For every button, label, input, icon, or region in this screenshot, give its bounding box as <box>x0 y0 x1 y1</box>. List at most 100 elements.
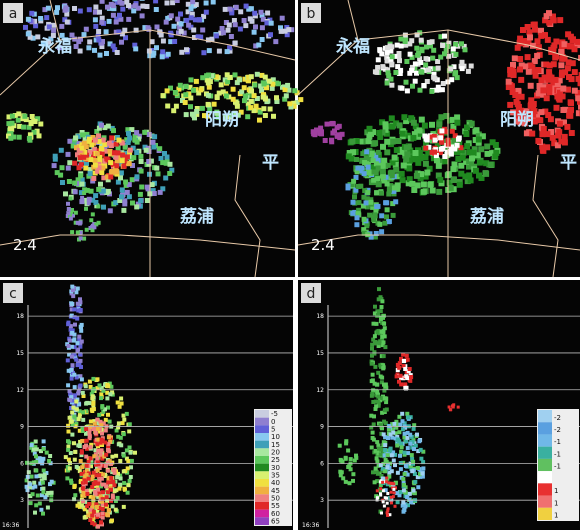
radar-echo <box>414 46 419 51</box>
radar-echo <box>41 490 45 494</box>
radar-echo <box>106 124 111 129</box>
radar-echo <box>51 28 56 33</box>
radar-echo <box>101 483 105 487</box>
radar-echo <box>33 511 37 515</box>
legend-swatch <box>255 487 269 495</box>
radar-echo <box>371 373 375 377</box>
radar-echo <box>394 147 400 153</box>
radar-echo <box>29 11 34 16</box>
radar-echo <box>231 87 236 92</box>
radar-echo <box>63 191 68 196</box>
radar-echo <box>575 39 580 45</box>
radar-echo <box>408 52 413 57</box>
radar-echo <box>233 22 238 27</box>
radar-echo <box>189 15 194 20</box>
place-name: 阳朔 <box>205 109 239 130</box>
radar-echo <box>448 185 454 191</box>
radar-echo <box>488 162 494 168</box>
radar-echo <box>179 29 184 34</box>
radar-echo <box>105 383 109 387</box>
radar-echo <box>550 135 556 141</box>
radar-echo <box>415 182 421 188</box>
radar-echo <box>66 448 70 452</box>
radar-echo <box>221 30 226 35</box>
radar-echo <box>76 230 80 234</box>
radar-echo <box>151 140 156 145</box>
radar-echo <box>351 472 355 476</box>
radar-echo <box>80 132 85 137</box>
radar-echo <box>528 83 534 89</box>
radar-echo <box>469 64 474 69</box>
radar-echo <box>42 447 46 451</box>
radar-echo <box>383 326 387 330</box>
radar-echo <box>44 15 49 20</box>
radar-echo <box>130 177 135 182</box>
radar-echo <box>280 16 285 21</box>
radar-echo <box>90 409 94 413</box>
radar-echo <box>83 516 87 520</box>
radar-echo <box>365 190 370 195</box>
radar-echo <box>53 157 58 162</box>
radar-echo <box>169 13 174 18</box>
legend-label: 1 <box>554 487 558 495</box>
radar-echo <box>78 9 83 14</box>
radar-echo <box>376 57 381 62</box>
radar-echo <box>378 48 383 53</box>
radar-echo <box>379 316 383 320</box>
radar-echo <box>421 189 427 195</box>
radar-echo <box>367 126 373 132</box>
radar-echo <box>460 155 466 161</box>
radar-echo <box>559 72 565 78</box>
radar-echo <box>200 28 205 33</box>
radar-echo <box>32 448 36 452</box>
radar-echo <box>92 147 97 152</box>
radar-echo <box>403 432 407 436</box>
radar-echo <box>99 170 104 175</box>
radar-echo <box>80 449 84 453</box>
radar-echo <box>121 421 125 425</box>
radar-echo <box>6 121 11 126</box>
radar-echo <box>72 373 76 377</box>
radar-echo <box>165 155 170 160</box>
radar-echo <box>125 412 129 416</box>
radar-echo <box>225 49 230 54</box>
radar-echo <box>117 13 122 18</box>
radar-echo <box>72 485 76 489</box>
radar-echo <box>131 8 136 13</box>
radar-echo <box>127 136 132 141</box>
radar-echo <box>319 129 324 134</box>
radar-echo <box>82 32 87 37</box>
radar-echo <box>81 410 85 414</box>
panel-label: d <box>307 286 316 302</box>
radar-echo <box>412 447 416 451</box>
radar-echo <box>248 105 253 110</box>
radar-echo <box>442 51 447 56</box>
radar-echo <box>392 186 397 191</box>
radar-echo <box>120 7 125 12</box>
legend-swatch <box>255 464 269 472</box>
radar-echo <box>421 466 425 470</box>
radar-echo <box>409 500 413 504</box>
radar-echo <box>66 424 70 428</box>
radar-echo <box>448 66 453 71</box>
legend-swatch <box>255 425 269 433</box>
radar-echo <box>83 166 88 171</box>
radar-echo <box>184 18 189 23</box>
radar-echo <box>249 89 254 94</box>
radar-echo <box>68 466 72 470</box>
radar-echo <box>346 185 351 190</box>
radar-echo <box>549 75 555 81</box>
radar-echo <box>47 459 51 463</box>
radar-echo <box>65 20 70 25</box>
radar-echo <box>102 189 107 194</box>
radar-echo <box>374 204 379 209</box>
radar-echo <box>123 487 127 491</box>
radar-echo <box>95 457 99 461</box>
radar-echo <box>457 182 463 188</box>
radar-echo <box>29 120 34 125</box>
radar-echo <box>338 470 342 474</box>
radar-echo <box>423 62 428 67</box>
radar-echo <box>96 204 100 208</box>
radar-echo <box>77 335 81 339</box>
radar-echo <box>189 77 194 82</box>
